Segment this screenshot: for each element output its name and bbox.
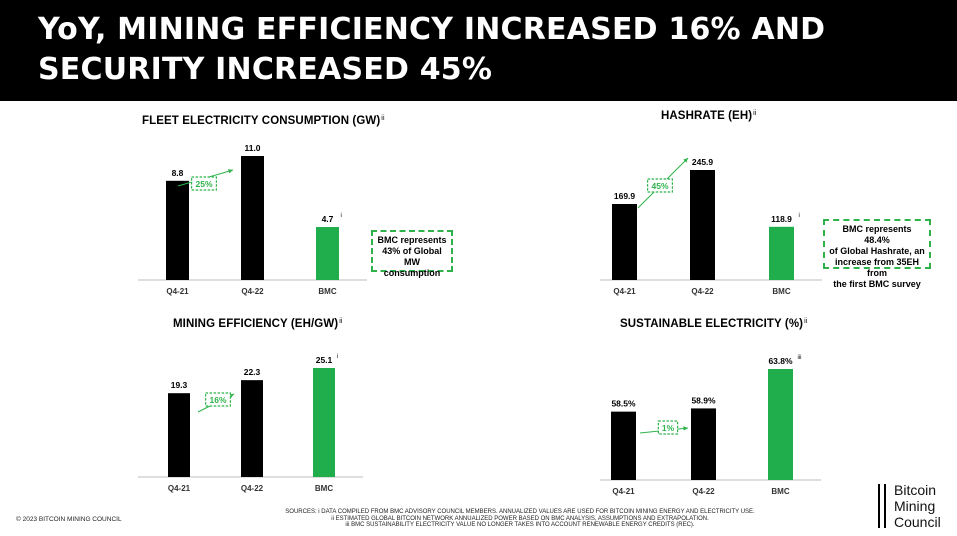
copyright: © 2023 BITCOIN MINING COUNCIL — [16, 516, 122, 523]
value-footnote: i — [799, 213, 800, 219]
logo-bars-icon — [878, 484, 887, 528]
bar-q4-21 — [612, 203, 637, 280]
bar-q4-22 — [241, 156, 264, 280]
bar-bmc — [313, 368, 335, 477]
bitcoin-mining-council-logo: Bitcoin Mining Council — [876, 480, 956, 532]
header-banner: YoY, MINING EFFICIENCY INCREASED 16% AND… — [0, 0, 957, 101]
value-label: 19.3 — [171, 380, 188, 390]
bar-q4-22 — [690, 170, 715, 280]
bar-bmc — [768, 369, 793, 480]
value-label: 58.9% — [691, 395, 716, 405]
growth-label: 25% — [195, 179, 212, 189]
chart-title-sustainable: SUSTAINABLE ELECTRICITY (%)ii — [620, 318, 808, 330]
value-label: 4.7 — [322, 214, 334, 224]
chart-title-fleet: FLEET ELECTRICITY CONSUMPTION (GW)ii — [142, 115, 385, 127]
value-label: 25.1 — [316, 355, 333, 365]
bar-bmc — [316, 227, 339, 280]
growth-label: 45% — [651, 181, 668, 191]
callout-fleet: BMC represents 43% of Global MW consumpt… — [371, 230, 453, 278]
growth-badge — [646, 178, 673, 193]
value-label: 58.5% — [611, 399, 636, 409]
tick-label: Q4-22 — [692, 487, 715, 496]
growth-arrowhead-icon — [683, 426, 688, 431]
value-label: 169.9 — [614, 191, 636, 201]
tick-label: Q4-22 — [241, 484, 264, 493]
growth-badge — [205, 392, 232, 407]
tick-label: Q4-22 — [241, 287, 264, 296]
value-label: 11.0 — [244, 143, 260, 153]
tick-label: BMC — [315, 484, 333, 493]
value-label: 8.8 — [172, 168, 184, 178]
value-footnote: iii — [798, 355, 802, 361]
tick-label: Q4-21 — [168, 484, 191, 493]
growth-arrowhead-icon — [683, 158, 688, 163]
bar-q4-22 — [241, 380, 263, 477]
value-footnote: i — [341, 213, 342, 219]
tick-label: BMC — [318, 287, 336, 296]
bar-q4-21 — [166, 180, 189, 280]
chart-title-hashrate: HASHRATE (EH)ii — [661, 110, 757, 122]
tick-label: BMC — [772, 287, 790, 296]
growth-badge — [191, 176, 218, 191]
value-footnote: i — [337, 354, 338, 360]
tick-label: Q4-22 — [691, 287, 714, 296]
growth-label: 1% — [662, 423, 675, 433]
value-label: 118.9 — [771, 214, 792, 224]
tick-label: BMC — [771, 487, 789, 496]
bar-bmc — [769, 226, 794, 280]
callout-hashrate: BMC represents 48.4% of Global Hashrate,… — [823, 219, 931, 289]
value-label: 245.9 — [692, 157, 714, 167]
tick-label: Q4-21 — [613, 287, 636, 296]
value-label: 63.8% — [768, 356, 793, 366]
chart-title-efficiency: MINING EFFICIENCY (EH/GW)ii — [173, 318, 343, 330]
tick-label: Q4-21 — [166, 287, 189, 296]
tick-label: Q4-21 — [612, 487, 635, 496]
bar-q4-22 — [691, 408, 716, 480]
growth-badge — [657, 420, 679, 435]
bar-q4-21 — [611, 411, 636, 480]
page-title: YoY, MINING EFFICIENCY INCREASED 16% AND… — [38, 12, 826, 87]
value-label: 22.3 — [244, 367, 261, 377]
growth-arrowhead-icon — [228, 169, 233, 174]
sources-note: SOURCES: i DATA COMPILED FROM BMC ADVISO… — [285, 509, 755, 528]
growth-label: 16% — [209, 395, 226, 405]
bar-q4-21 — [168, 393, 190, 477]
